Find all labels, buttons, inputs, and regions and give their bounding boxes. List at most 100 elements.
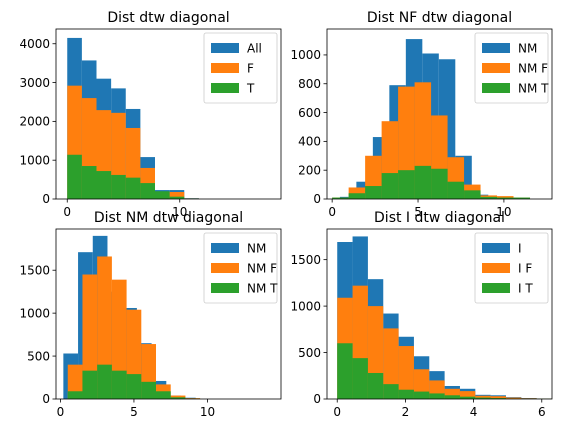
- x-tick-label: 10: [496, 205, 511, 219]
- bar-3-2: [82, 370, 98, 399]
- x-tick-label: 5: [414, 205, 422, 219]
- bar-3-2: [352, 358, 368, 399]
- legend-label: NM F: [247, 262, 277, 276]
- y-tick-label: 1000: [19, 306, 50, 320]
- bar-2-10: [475, 395, 491, 399]
- bar-3-5: [398, 170, 415, 199]
- bar-3-5: [125, 177, 141, 199]
- bar-3-6: [140, 183, 155, 199]
- bar-3-2: [348, 193, 366, 199]
- bar-3-3: [97, 364, 112, 399]
- x-tick-label: 0: [333, 405, 341, 419]
- y-tick-label: 800: [298, 77, 321, 91]
- legend-swatch: [482, 243, 510, 253]
- x-tick-label: 0: [63, 205, 71, 219]
- y-tick-label: 0: [42, 192, 50, 206]
- bar-3-3: [365, 186, 382, 199]
- y-tick-label: 1000: [290, 299, 321, 313]
- x-tick-label: 2: [402, 405, 410, 419]
- bar-3-4: [111, 174, 126, 199]
- bar-2-3: [97, 256, 112, 399]
- bar-3-3: [367, 372, 384, 399]
- bar-3-1: [67, 154, 82, 199]
- bar-3-2: [81, 166, 97, 199]
- y-tick-label: 1000: [19, 153, 50, 167]
- axes-frame: [55, 28, 282, 200]
- bar-3-11: [497, 197, 514, 199]
- x-tick-label: 4: [470, 405, 478, 419]
- legend-label: I: [518, 242, 522, 256]
- x-tick-label: 0: [328, 205, 336, 219]
- subplot-title: Dist dtw diagonal: [107, 10, 229, 26]
- subplot-title: Dist NF dtw diagonal: [367, 10, 512, 26]
- x-tick-label: 0: [57, 405, 65, 419]
- bar-2-8: [169, 192, 185, 199]
- x-tick-label: 6: [538, 405, 546, 419]
- legend-swatch: [211, 243, 239, 253]
- subplot-1: 0 10 0 1000 2000 3000 4000 Dist dtw diagonal All…: [19, 10, 282, 219]
- y-tick-label: 1000: [290, 48, 321, 62]
- bar-3-1: [332, 197, 349, 199]
- legend-label: NM: [518, 42, 537, 56]
- bar-3-8: [444, 395, 460, 399]
- legend-swatch: [211, 83, 239, 93]
- legend: NM NM F NM T: [203, 232, 278, 304]
- bar-3-6: [413, 391, 430, 399]
- y-tick-label: 4000: [19, 37, 50, 51]
- bar-3-7: [155, 191, 170, 199]
- bar-3-8: [447, 181, 465, 199]
- legend-swatch: [211, 263, 239, 273]
- legend-label: NM F: [518, 62, 548, 76]
- legend-swatch: [211, 43, 239, 53]
- y-tick-label: 1500: [19, 263, 50, 277]
- legend: I I F I T: [474, 232, 549, 304]
- bar-2-9: [459, 391, 476, 399]
- bar-3-12: [513, 197, 531, 199]
- subplot-title: Dist NM dtw diagonal: [94, 210, 243, 226]
- bar-3-7: [429, 393, 445, 399]
- bar-2-8: [444, 388, 460, 399]
- bar-3-5: [126, 374, 142, 399]
- bar-3-8: [169, 196, 185, 199]
- legend-swatch: [482, 263, 510, 273]
- bar-3-6: [141, 381, 156, 399]
- x-tick-label: 5: [130, 405, 138, 419]
- legend-swatch: [211, 63, 239, 73]
- legend-label: I T: [518, 282, 533, 296]
- bar-2-11: [490, 396, 506, 399]
- legend-label: T: [246, 82, 255, 96]
- legend-swatch: [482, 83, 510, 93]
- bar-3-4: [383, 384, 399, 399]
- legend-label: NM T: [518, 82, 549, 96]
- x-tick-label: 10: [172, 205, 187, 219]
- bar-3-1: [67, 391, 83, 399]
- axes-frame: [326, 28, 553, 200]
- bar-3-7: [431, 168, 448, 199]
- bar-3-4: [381, 173, 399, 199]
- legend-label: F: [247, 62, 254, 76]
- legend-swatch: [211, 283, 239, 293]
- axes-frame: [55, 228, 282, 400]
- bar-2-1: [67, 364, 83, 399]
- legend-label: NM T: [247, 282, 278, 296]
- x-tick-label: 10: [200, 405, 215, 419]
- bar-2-4: [383, 328, 399, 399]
- y-tick-label: 1500: [290, 253, 321, 267]
- legend-label: All: [247, 42, 262, 56]
- y-tick-label: 500: [298, 346, 321, 360]
- bar-2-12: [505, 397, 522, 399]
- bar-2-4: [111, 279, 127, 399]
- legend: NM NM F NM T: [474, 32, 549, 104]
- y-tick-label: 400: [298, 135, 321, 149]
- axes-frame: [326, 228, 553, 400]
- bar-3-1: [337, 343, 353, 399]
- y-tick-label: 600: [298, 106, 321, 120]
- bar-3-8: [170, 397, 186, 399]
- y-tick-label: 3000: [19, 76, 50, 90]
- y-tick-label: 500: [27, 349, 50, 363]
- bar-3-10: [480, 196, 498, 199]
- bar-3-11: [490, 398, 506, 399]
